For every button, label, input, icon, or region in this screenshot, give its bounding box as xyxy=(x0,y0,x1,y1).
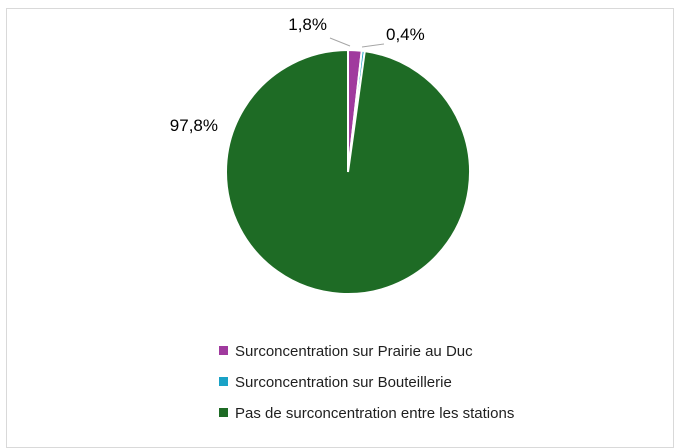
leader-lines xyxy=(329,37,385,48)
legend-label-3: Pas de surconcentration entre les statio… xyxy=(235,405,514,422)
pie-slice-3 xyxy=(225,48,471,295)
leader-line-2 xyxy=(361,43,385,48)
data-label-2: 0,4% xyxy=(386,25,425,44)
leader-line-1 xyxy=(329,37,351,47)
data-label-3: 97,8% xyxy=(170,116,218,135)
legend-label-2: Surconcentration sur Bouteillerie xyxy=(235,374,452,391)
legend-swatch-3 xyxy=(219,408,228,417)
legend-label-1: Surconcentration sur Prairie au Duc xyxy=(235,343,473,360)
legend: Surconcentration sur Prairie au Duc Surco… xyxy=(219,343,514,422)
data-label-1: 1,8% xyxy=(288,15,327,34)
legend-swatch-1 xyxy=(219,346,228,355)
pie-chart: 1,8% 0,4% 97,8% Surconcentration sur Prair… xyxy=(170,15,515,422)
data-labels: 1,8% 0,4% 97,8% xyxy=(170,15,425,135)
pie-slices xyxy=(225,48,471,295)
legend-swatch-2 xyxy=(219,377,228,386)
